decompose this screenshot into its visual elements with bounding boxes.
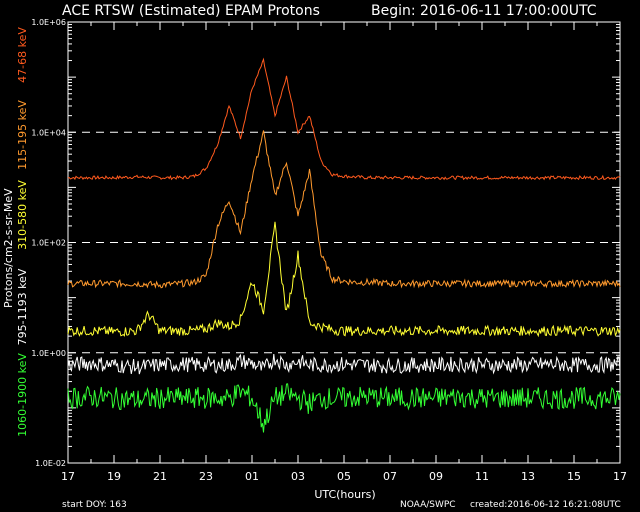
y-tick-label: 1.0E+00 bbox=[31, 349, 66, 358]
x-tick-label: 09 bbox=[429, 470, 443, 483]
series-line bbox=[67, 383, 621, 433]
legend-label: 795-1193 keV bbox=[16, 268, 29, 345]
x-tick-labels: 17 19 21 23 01 03 05 07 09 11 13 15 17 bbox=[61, 470, 627, 483]
series-line bbox=[67, 130, 621, 289]
x-tick-label: 05 bbox=[337, 470, 351, 483]
start-doy-label: start DOY: 163 bbox=[62, 500, 127, 510]
legend-label: 310-580 keV bbox=[16, 180, 29, 250]
y-tick-labels: 1.0E+06 1.0E+04 1.0E+02 1.0E+00 1.0E-02 bbox=[31, 18, 66, 468]
series-line bbox=[67, 353, 621, 375]
x-tick-label: 17 bbox=[613, 470, 627, 483]
created-label: created:2016-06-12 16:21:08UTC bbox=[470, 500, 621, 510]
series-line bbox=[67, 221, 621, 338]
x-tick-label: 11 bbox=[475, 470, 489, 483]
y-tick-label: 1.0E-02 bbox=[35, 459, 66, 468]
legend-label: 47-68 keV bbox=[16, 27, 29, 83]
series-line bbox=[67, 57, 621, 181]
x-axis-label: UTC(hours) bbox=[314, 488, 375, 501]
x-tick-label: 01 bbox=[245, 470, 259, 483]
legend-label: 1060-1900 keV bbox=[16, 353, 29, 437]
x-tick-label: 15 bbox=[567, 470, 581, 483]
x-tick-label: 21 bbox=[153, 470, 167, 483]
chart-title: ACE RTSW (Estimated) EPAM Protons bbox=[62, 3, 320, 19]
series-legend: 47-68 keV 115-195 keV 310-580 keV 795-1193 … bbox=[16, 27, 29, 437]
x-tick-label: 07 bbox=[383, 470, 397, 483]
x-tick-label: 19 bbox=[107, 470, 121, 483]
source-label: NOAA/SWPC bbox=[400, 500, 456, 510]
y-axis-label: Protons/cm2-s-sr-MeV bbox=[2, 188, 15, 308]
series-lines bbox=[67, 57, 621, 433]
y-tick-label: 1.0E+02 bbox=[31, 239, 66, 248]
y-tick-label: 1.0E+04 bbox=[31, 128, 66, 137]
x-tick-label: 17 bbox=[61, 470, 75, 483]
y-tick-label: 1.0E+06 bbox=[31, 18, 66, 27]
x-tick-label: 23 bbox=[199, 470, 213, 483]
gridlines bbox=[68, 131, 620, 354]
x-tick-label: 13 bbox=[521, 470, 535, 483]
legend-label: 115-195 keV bbox=[16, 100, 29, 170]
x-tick-label: 03 bbox=[291, 470, 305, 483]
begin-label: Begin: 2016-06-11 17:00:00UTC bbox=[371, 3, 597, 19]
